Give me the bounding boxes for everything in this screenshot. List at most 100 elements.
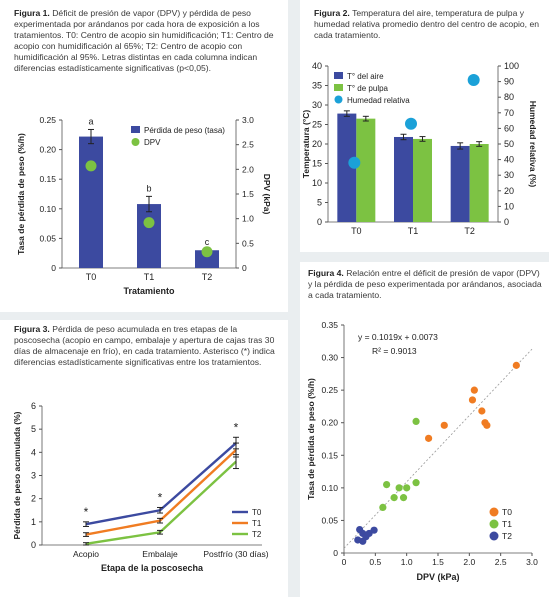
fig4-point-t2 [370,526,378,534]
fig1-bar [195,250,219,268]
fig1-bar [137,204,161,268]
fig4-point-t1 [399,494,408,502]
figure1-caption: Figura 1. Déficit de presión de vapor (D… [14,8,276,74]
fig4-y-axis-label: Tasa de pérdida de peso (%/h) [306,378,316,500]
fig4-point-t1 [383,481,391,489]
fig2-y2-tick-label: 40 [504,155,514,165]
fig4-point-t0 [478,407,486,415]
fig4-point-t0 [425,434,433,442]
figure2-caption-text: Temperatura del aire, temperatura de pul… [314,8,540,40]
fig3-legend-label-t1: T1 [252,519,262,528]
fig3-y-tick-label: 4 [31,447,36,457]
fig2-x-tick-label: T2 [464,226,475,236]
fig4-legend-swatch-t2 [489,531,499,541]
fig1-dpv-point [201,246,213,258]
fig2-y-tick-label: 10 [312,178,322,188]
fig1-y-tick-label: 0 [51,263,56,273]
figure4-panel [300,262,549,597]
fig2-y2-axis-label: Humedad relativa (%) [528,101,538,188]
fig1-y2-tick-label: 1.0 [242,214,254,224]
fig1-legend-label-bar: Pérdida de peso (tasa) [144,126,225,135]
fig2-y2-tick-label: 50 [504,139,514,149]
fig2-legend-swatch-air [334,72,343,79]
fig2-bar-pulp [413,138,432,222]
fig4-y-tick-label: 0 [333,548,338,558]
fig1-y2-tick-label: 2.5 [242,140,254,150]
fig1-y-tick-label: 0.05 [39,233,56,243]
figure3-panel [0,320,288,597]
fig4-x-tick-label: 1.0 [401,557,413,567]
fig1-bar [79,136,103,268]
figure2-caption: Figura 2. Temperatura del aire, temperat… [314,8,542,41]
fig1-dpv-point [143,217,155,229]
fig2-bar-air [394,136,413,222]
figure4-label: Figura 4. [308,268,344,278]
fig2-legend-label-humidity: Humedad relativa [347,96,410,105]
fig4-legend-swatch-t1 [489,519,499,529]
fig4-legend-label-t1: T1 [502,519,512,529]
fig3-x-tick-label: Embalaje [142,549,178,559]
fig1-y2-tick-label: 2.0 [242,164,254,174]
fig2-y2-tick-label: 10 [504,201,514,211]
fig4-y-tick-label: 0.30 [321,353,338,363]
fig4-legend-swatch-t0 [489,507,499,517]
fig2-y2-tick-label: 100 [504,61,519,71]
fig2-bar-air [337,113,357,222]
fig4-point-t1 [412,479,420,487]
fig4-y-tick-label: 0.10 [321,483,338,493]
fig1-dpv-point [85,160,97,172]
fig3-x-tick-label: Acopio [73,549,99,559]
fig1-legend-swatch-bar [131,126,140,133]
fig1-legend-label-dpv: DPV [144,138,161,147]
fig2-y-tick-label: 25 [312,120,322,130]
fig2-bar-pulp [469,144,489,222]
fig4-point-t2 [359,537,367,545]
fig1-y2-axis-label: DPV (kPa) [262,174,272,215]
fig1-y-axis-label: Tasa de pérdida de peso (%/h) [16,133,26,255]
fig2-y-tick-label: 0 [317,217,322,227]
fig2-y-tick-label: 5 [317,198,322,208]
fig2-y-tick-label: 15 [312,159,322,169]
figure3-caption: Figura 3. Pérdida de peso acumulada en t… [14,324,276,368]
fig2-x-tick-label: T1 [408,226,419,236]
fig1-legend-swatch-dpv [131,138,140,146]
figure1-label: Figura 1. [14,8,50,18]
fig4-legend-label-t0: T0 [502,507,512,517]
fig3-x-axis-label: Etapa de la poscosecha [101,563,204,573]
fig4-x-axis-label: DPV (kPa) [416,572,459,582]
fig4-x-tick-label: 3.0 [526,557,538,567]
figure1-caption-text: Déficit de presión de vapor (DPV) y pérd… [14,8,274,73]
fig4-x-tick-label: 2.5 [495,557,507,567]
fig1-y2-tick-label: 0.5 [242,238,254,248]
fig1-y-tick-label: 0.10 [39,204,56,214]
fig4-point-t0 [512,361,520,369]
fig4-point-t1 [379,503,387,511]
fig1-x-axis-label: Tratamiento [123,286,175,296]
fig3-y-tick-label: 5 [31,424,36,434]
fig4-point-t0 [483,421,491,429]
fig1-x-tick-label: T1 [144,272,155,282]
fig1-x-tick-label: T2 [202,272,213,282]
fig4-point-t1 [412,417,420,426]
fig2-humidity-point [467,74,480,87]
fig3-legend-label-t2: T2 [252,530,262,539]
fig4-r-squared: R² = 0.9013 [372,346,417,356]
fig4-y-tick-label: 0.25 [321,385,338,395]
fig2-y2-tick-label: 60 [504,123,514,133]
fig2-y2-tick-label: 0 [504,217,509,227]
fig4-point-t1 [390,494,398,502]
fig4-y-tick-label: 0.05 [321,515,338,525]
fig2-x-tick-label: T0 [351,226,362,236]
figure2-label: Figura 2. [314,8,350,18]
fig4-point-t1 [403,484,411,492]
fig2-humidity-point [405,117,417,130]
fig2-legend-swatch-pulp [334,84,343,91]
fig4-x-tick-label: 1.5 [432,557,444,567]
fig2-legend-label-air: T° del aire [347,72,384,81]
fig1-x-tick-label: T0 [86,272,97,282]
fig4-point-t0 [468,396,477,404]
figure4-caption-text: Relación entre el déficit de presión de … [308,268,542,300]
fig4-x-tick-label: 0.5 [369,557,381,567]
fig4-trendline [343,348,533,549]
fig1-y2-tick-label: 3.0 [242,115,254,125]
